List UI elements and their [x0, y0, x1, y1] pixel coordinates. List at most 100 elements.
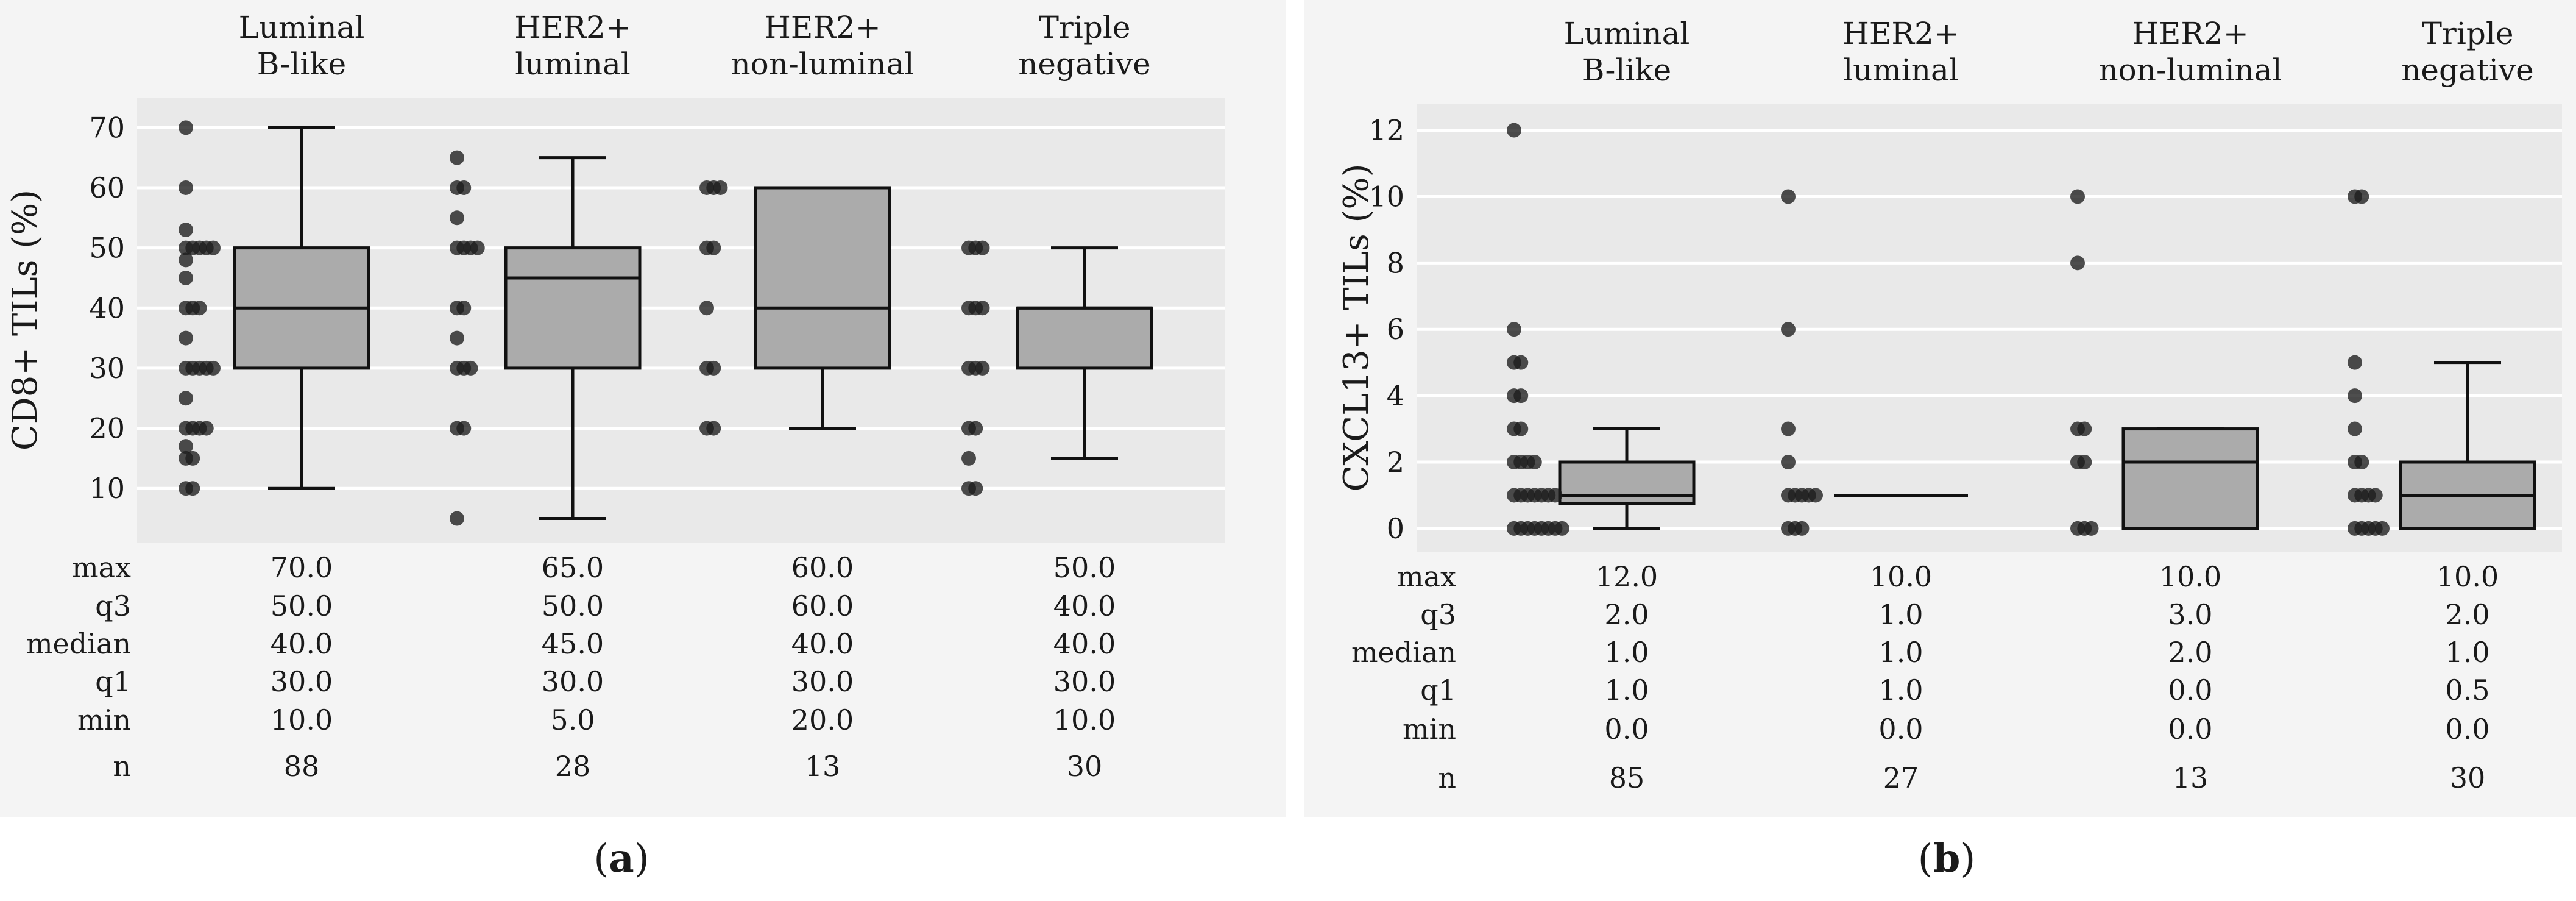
- panel-label-close: ): [634, 836, 649, 881]
- category-label-line: B-like: [1582, 52, 1671, 88]
- table-cell-n: 27: [1883, 761, 1919, 794]
- category-label-line: B-like: [257, 46, 346, 82]
- table-cell-min: 0.0: [1604, 713, 1649, 746]
- table-cell-min: 0.0: [1878, 713, 1923, 746]
- data-point: [1507, 322, 1521, 337]
- data-point: [1554, 521, 1569, 536]
- table-cell-q3: 1.0: [1878, 598, 1923, 631]
- panel-label-letter: a: [609, 836, 634, 881]
- panel-label: (b): [1918, 836, 1976, 881]
- box-2: [504, 156, 642, 521]
- data-point: [1507, 123, 1521, 138]
- box-1: [233, 126, 370, 490]
- table-cell-min: 10.0: [1053, 703, 1116, 736]
- data-point: [2375, 521, 2390, 536]
- table-cell-q3: 50.0: [542, 589, 604, 622]
- data-point: [706, 240, 721, 255]
- box-4: [2399, 361, 2536, 530]
- table-cell-max: 10.0: [2159, 560, 2221, 593]
- data-point: [470, 240, 485, 255]
- y-tick-label: 40: [89, 291, 125, 324]
- table-cell-q1: 30.0: [542, 665, 604, 698]
- data-point: [185, 450, 200, 466]
- data-point: [179, 270, 193, 285]
- panel-label-open: (: [593, 836, 609, 881]
- table-cell-q3: 60.0: [791, 589, 854, 622]
- y-tick-label: 0: [1387, 512, 1404, 545]
- data-point: [450, 511, 464, 526]
- panel-a: 10 20 30 40 50 60 70 CD8+ TILs (%) Luminal B-like…: [5, 10, 1225, 881]
- table-row-label-q3: q3: [1420, 598, 1456, 631]
- category-label: HER2+ non-luminal: [731, 10, 914, 82]
- category-label-line: HER2+: [1842, 16, 1959, 51]
- table-cell-min: 0.0: [2445, 713, 2489, 746]
- table-row-label-n: n: [1438, 761, 1456, 794]
- category-label-line: Luminal: [1564, 16, 1690, 51]
- table-cell-min: 0.0: [2168, 713, 2212, 746]
- panel-label-close: ): [1960, 836, 1975, 881]
- category-label-line: negative: [1018, 46, 1151, 82]
- category-label: Triple negative: [2401, 16, 2534, 88]
- table-cell-median: 2.0: [2168, 636, 2212, 669]
- y-tick-label: 4: [1387, 379, 1404, 412]
- table-cell-max: 70.0: [271, 551, 333, 584]
- y-tick-label: 8: [1387, 246, 1404, 279]
- category-label: Luminal B-like: [239, 10, 365, 82]
- data-point: [2348, 388, 2362, 404]
- table-cell-max: 50.0: [1053, 551, 1116, 584]
- table-cell-q3: 2.0: [2445, 598, 2489, 631]
- data-point: [456, 180, 472, 195]
- data-point: [179, 120, 193, 135]
- data-point: [1781, 189, 1796, 204]
- y-tick-label: 10: [89, 472, 125, 505]
- iqr-box: [1016, 306, 1153, 370]
- data-point: [463, 360, 478, 376]
- table-cell-median: 40.0: [271, 627, 333, 660]
- data-point: [179, 330, 193, 346]
- y-tick-label: 12: [1368, 114, 1404, 147]
- data-point: [206, 360, 221, 376]
- data-point: [1794, 521, 1810, 536]
- table-cell-q1: 1.0: [1878, 674, 1923, 707]
- table-cell-median: 40.0: [1053, 627, 1116, 660]
- panel-label-open: (: [1918, 836, 1933, 881]
- data-point: [450, 150, 464, 165]
- y-tick-label: 2: [1387, 446, 1404, 479]
- y-tick-label: 60: [89, 171, 125, 204]
- table-cell-max: 12.0: [1596, 560, 1658, 593]
- category-label-line: non-luminal: [2098, 52, 2282, 88]
- table-cell-q1: 30.0: [1053, 665, 1116, 698]
- data-point: [179, 180, 193, 195]
- data-point: [975, 301, 990, 316]
- table-cell-n: 13: [805, 750, 841, 783]
- table-cell-min: 20.0: [791, 703, 854, 736]
- table-row-label-q1: q1: [1420, 674, 1456, 707]
- category-label-line: HER2+: [514, 10, 631, 45]
- data-point: [2077, 455, 2092, 469]
- table-cell-n: 85: [1609, 761, 1645, 794]
- data-point: [975, 240, 990, 255]
- table-cell-q1: 1.0: [1604, 674, 1649, 707]
- data-point: [1513, 355, 1529, 370]
- table-cell-q1: 0.0: [2168, 674, 2212, 707]
- table-row-label-q3: q3: [95, 589, 131, 622]
- category-label-line: negative: [2401, 52, 2534, 88]
- table-cell-median: 1.0: [2445, 636, 2489, 669]
- table-cell-min: 10.0: [271, 703, 333, 736]
- table-cell-n: 88: [284, 750, 320, 783]
- panel-b: 0 2 4 6 8 10 12 CXCL13+ TILs (%) Luminal B-like HE…: [1337, 16, 2562, 881]
- table-cell-q1: 0.5: [2445, 674, 2489, 707]
- data-point: [699, 301, 714, 316]
- data-point: [2354, 189, 2369, 204]
- data-point: [2348, 421, 2362, 436]
- data-point: [961, 450, 976, 466]
- table-cell-max: 65.0: [542, 551, 604, 584]
- data-point: [2070, 255, 2085, 271]
- data-point: [975, 360, 990, 376]
- data-point: [968, 481, 983, 496]
- data-point: [706, 421, 721, 436]
- table-row-label-median: median: [1351, 636, 1456, 669]
- data-point: [179, 252, 193, 268]
- y-axis-label: CD8+ TILs (%): [5, 190, 45, 450]
